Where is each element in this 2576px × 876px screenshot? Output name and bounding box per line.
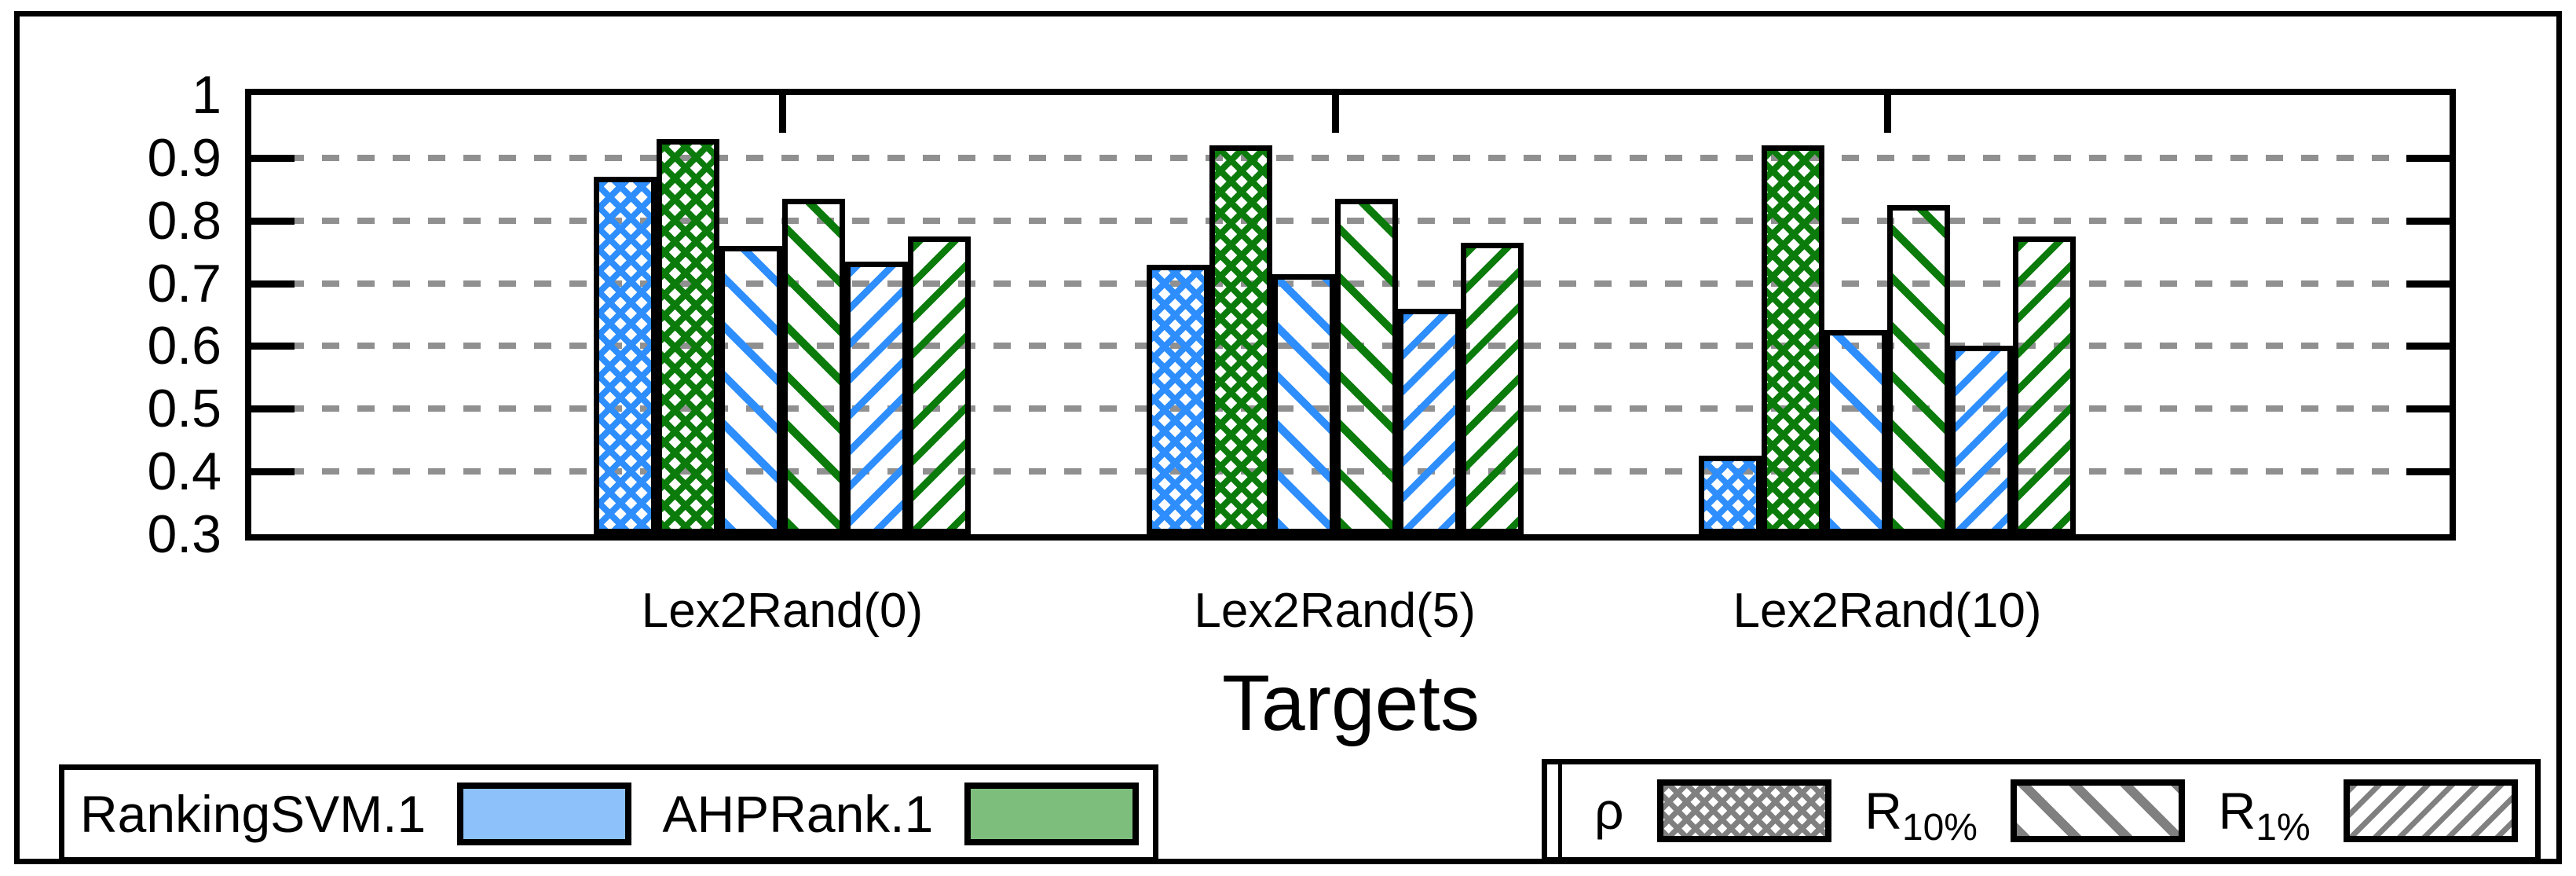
legend-label-r10-sub: 10%: [1901, 807, 1978, 849]
bar-AHPRank.1-R1%-Lex2Rand(5): [1460, 242, 1524, 534]
legend-swatch-rho-pattern: [1656, 779, 1831, 842]
y-tick-label-0.9: 0.9: [147, 127, 221, 188]
bar-AHPRank.1-rho-Lex2Rand(0): [656, 138, 719, 534]
y-tick-label-1: 1: [192, 65, 221, 125]
legend-label-ahprank: AHPRank.1: [662, 784, 934, 843]
legend-label-r10-base: R: [1864, 782, 1902, 840]
bar-RankingSVM.1-rho-Lex2Rand(0): [593, 176, 657, 534]
y-tick-right-0.9: [2406, 154, 2450, 162]
y-tick-left-0.9: [251, 154, 295, 162]
bar-AHPRank.1-R10%-Lex2Rand(5): [1334, 198, 1398, 534]
legend-label-r10: R10%: [1864, 781, 1978, 847]
legend-label-rho: ρ: [1594, 782, 1624, 840]
x-axis-title: Targets: [1222, 659, 1480, 747]
y-tick-label-0.4: 0.4: [147, 442, 221, 502]
y-tick-label-0.5: 0.5: [147, 379, 221, 439]
y-tick-left-0.5: [251, 405, 295, 413]
x-tick-top-0: [778, 95, 786, 133]
bar-AHPRank.1-R1%-Lex2Rand(0): [907, 236, 971, 534]
x-tick-label-Lex2Rand(0): Lex2Rand(0): [641, 584, 924, 638]
legend-metrics: ρ R10% R1%: [1542, 759, 2541, 863]
bar-RankingSVM.1-R1%-Lex2Rand(5): [1397, 308, 1461, 534]
bar-RankingSVM.1-rho-Lex2Rand(10): [1699, 456, 1762, 534]
y-tick-left-0.4: [251, 468, 295, 476]
gridline-y-0.9: [251, 154, 2450, 161]
bar-RankingSVM.1-R10%-Lex2Rand(10): [1824, 330, 1888, 534]
y-tick-left-0.8: [251, 217, 295, 225]
legend-label-r1-sub: 1%: [2256, 807, 2311, 849]
legend-models: RankingSVM.1 AHPRank.1: [59, 764, 1158, 863]
y-tick-right-0.4: [2406, 468, 2450, 476]
y-tick-right-0.7: [2406, 280, 2450, 288]
bar-RankingSVM.1-R1%-Lex2Rand(10): [1950, 346, 2014, 534]
legend-swatch-r1-pattern: [2343, 779, 2518, 842]
y-tick-right-0.6: [2406, 343, 2450, 350]
bar-AHPRank.1-R1%-Lex2Rand(10): [2013, 236, 2077, 534]
x-tick-top-1: [1331, 95, 1339, 133]
bar-RankingSVM.1-R10%-Lex2Rand(0): [719, 245, 782, 534]
legend-label-rankingsvm: RankingSVM.1: [80, 784, 426, 843]
y-tick-label-0.7: 0.7: [147, 253, 221, 313]
y-tick-label-0.6: 0.6: [147, 316, 221, 376]
bar-AHPRank.1-R10%-Lex2Rand(10): [1887, 204, 1951, 534]
bar-AHPRank.1-R10%-Lex2Rand(0): [781, 198, 845, 534]
legend-label-r1-base: R: [2218, 782, 2256, 840]
y-tick-left-0.6: [251, 343, 295, 350]
plot-area: [245, 89, 2456, 541]
x-tick-top-2: [1884, 95, 1892, 133]
bar-RankingSVM.1-R1%-Lex2Rand(0): [844, 261, 908, 534]
legend-swatch-rankingsvm: [456, 782, 631, 845]
bar-AHPRank.1-rho-Lex2Rand(5): [1209, 145, 1272, 534]
y-tick-label-0.8: 0.8: [147, 190, 221, 251]
x-tick-label-Lex2Rand(5): Lex2Rand(5): [1194, 584, 1476, 638]
y-tick-right-0.8: [2406, 217, 2450, 225]
y-tick-right-0.5: [2406, 405, 2450, 413]
bar-AHPRank.1-rho-Lex2Rand(10): [1762, 145, 1825, 534]
bar-RankingSVM.1-rho-Lex2Rand(5): [1146, 264, 1209, 534]
x-tick-label-Lex2Rand(10): Lex2Rand(10): [1733, 584, 2042, 638]
legend-swatch-r10-pattern: [2011, 779, 2186, 842]
bar-RankingSVM.1-R10%-Lex2Rand(5): [1272, 273, 1335, 534]
legend-swatch-ahprank: [964, 782, 1139, 845]
legend-label-r1: R1%: [2218, 781, 2311, 847]
y-tick-left-0.7: [251, 280, 295, 288]
y-tick-label-0.3: 0.3: [147, 504, 221, 564]
legend-inner-border-line: [1558, 764, 1562, 857]
